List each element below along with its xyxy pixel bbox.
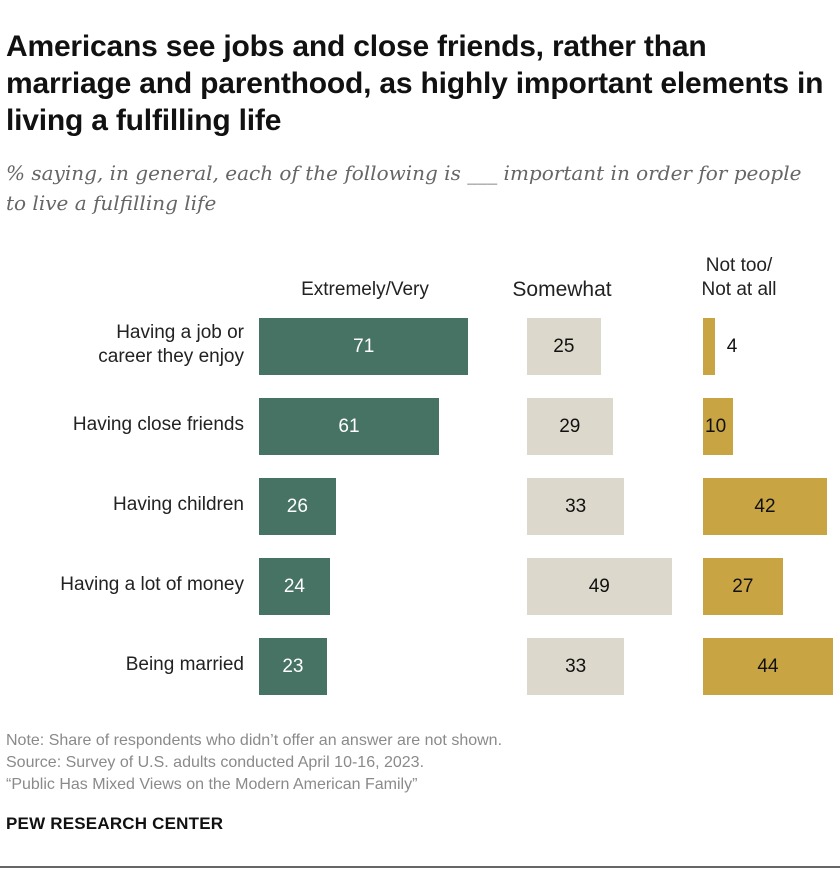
data-label: 26	[286, 495, 308, 517]
category-label-line: Having close friends	[72, 413, 244, 435]
bar-nt	[703, 558, 783, 615]
category-label-line: Having a job or	[116, 321, 244, 343]
bar-ev	[259, 638, 327, 695]
bar-sw	[527, 318, 601, 375]
data-label: 27	[732, 575, 754, 597]
legend-header-nt: Not too/Not at all	[649, 254, 829, 302]
category-label: Having a job or career they enjoy	[4, 321, 244, 369]
data-label: 71	[353, 335, 375, 357]
note-text: Note: Share of respondents who didn’t of…	[6, 732, 503, 749]
chart-notes: Note: Share of respondents who didn’t of…	[6, 730, 502, 796]
source-text: Source: Survey of U.S. adults conducted …	[6, 754, 425, 771]
report-title: “Public Has Mixed Views on the Modern Am…	[6, 776, 418, 793]
chart-subtitle: % saying, in general, each of the follow…	[6, 161, 802, 215]
data-label: 33	[565, 655, 587, 677]
data-label: 49	[588, 575, 610, 597]
bar-nt	[703, 398, 733, 455]
bar-sw	[527, 398, 613, 455]
legend-header-ev: Extremely/Very	[275, 278, 455, 302]
data-label: 25	[553, 335, 575, 357]
data-label: 4	[726, 335, 738, 357]
data-label: 42	[754, 495, 776, 517]
data-label: 61	[338, 415, 360, 437]
legend-header-line: Not at all	[701, 279, 777, 300]
category-label: Being married	[4, 653, 244, 677]
data-label: 10	[705, 415, 727, 437]
bar-nt	[703, 478, 827, 535]
category-label-line: Having children	[113, 493, 244, 515]
category-label: Having a lot of money	[4, 573, 244, 597]
chart-title: Americans see jobs and close friends, ra…	[6, 30, 824, 137]
category-label: Having children	[4, 493, 244, 517]
category-label-line: career they enjoy	[98, 345, 244, 367]
data-label: 29	[559, 415, 581, 437]
bar-sw	[527, 558, 672, 615]
bar-ev	[259, 398, 439, 455]
bottom-rule	[0, 866, 840, 868]
bar-ev	[259, 558, 330, 615]
bar-sw	[527, 478, 625, 535]
legend-header-sw: Somewhat	[472, 278, 652, 302]
data-label: 24	[283, 575, 305, 597]
bar-sw	[527, 638, 625, 695]
category-label: Having close friends	[4, 413, 244, 437]
data-label: 23	[282, 655, 304, 677]
category-label-line: Being married	[125, 653, 244, 675]
category-label-line: Having a lot of money	[60, 573, 244, 595]
data-label: 33	[565, 495, 587, 517]
brand-logo-text: PEW RESEARCH CENTER	[6, 814, 224, 833]
legend-header-line: Extremely/Very	[301, 279, 429, 300]
bar-nt	[703, 638, 833, 695]
legend-header-line: Somewhat	[512, 278, 612, 301]
data-label: 44	[757, 655, 779, 677]
bar-nt	[703, 318, 715, 375]
bar-ev	[259, 478, 336, 535]
bar-ev	[259, 318, 469, 375]
legend-header-line: Not too/	[705, 255, 773, 276]
